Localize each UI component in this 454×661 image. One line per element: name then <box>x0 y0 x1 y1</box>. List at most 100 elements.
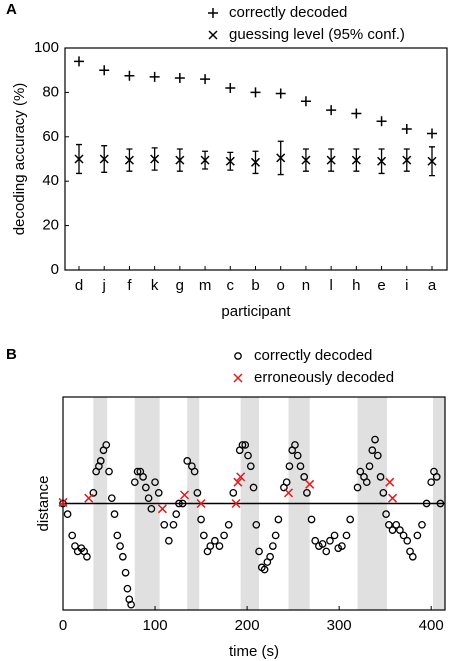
data-point <box>165 536 173 545</box>
data-point <box>149 71 160 82</box>
data-point <box>249 483 258 492</box>
panel-label: A <box>6 1 17 18</box>
data-point <box>63 510 72 519</box>
x-tick-label: 400 <box>419 617 444 634</box>
data-point <box>427 478 436 487</box>
data-point <box>139 473 147 481</box>
x-tick-label: n <box>302 277 310 294</box>
data-point <box>293 451 302 460</box>
data-point <box>388 526 397 534</box>
data-point <box>307 515 316 524</box>
data-point <box>190 467 199 476</box>
x-tick-label: g <box>176 277 184 294</box>
data-point <box>150 154 160 164</box>
data-point <box>127 600 135 609</box>
data-point <box>353 483 362 492</box>
data-point <box>196 498 206 509</box>
data-point <box>99 65 110 76</box>
data-point <box>246 462 255 471</box>
data-point <box>178 499 187 508</box>
x-tick-label: 200 <box>235 617 260 634</box>
data-point <box>116 542 124 550</box>
data-point <box>160 520 169 529</box>
data-point <box>376 116 387 127</box>
data-point <box>356 467 365 476</box>
data-point <box>200 155 210 165</box>
data-point <box>285 462 294 471</box>
data-point <box>241 441 250 449</box>
x-tick-label: i <box>405 277 408 294</box>
data-point <box>305 479 315 489</box>
data-point <box>74 56 84 67</box>
x-tick-label: c <box>227 277 235 294</box>
data-point <box>379 488 388 497</box>
data-point <box>252 520 261 529</box>
data-point <box>236 472 246 482</box>
data-point <box>301 155 311 165</box>
y-axis-label: distance <box>35 476 52 532</box>
data-point <box>199 531 208 540</box>
data-point <box>422 499 431 508</box>
data-point <box>260 565 269 574</box>
data-point <box>130 478 139 487</box>
legend-label: correctly decoded <box>229 4 347 21</box>
x-axis-label: participant <box>221 303 291 320</box>
data-point <box>432 473 441 481</box>
x-tick-label: 0 <box>59 617 67 634</box>
data-point <box>318 540 327 548</box>
data-point <box>436 499 445 508</box>
data-point <box>215 542 224 550</box>
data-point <box>413 531 422 540</box>
x-tick-label: m <box>199 277 212 294</box>
x-tick-label: 100 <box>143 617 168 634</box>
x-tick-label: j <box>102 277 106 294</box>
data-point <box>151 478 159 487</box>
legend-marker <box>208 30 218 40</box>
data-point <box>172 510 181 519</box>
y-tick-label: 0 <box>51 261 59 278</box>
data-point <box>133 467 142 476</box>
data-point <box>418 520 426 529</box>
data-point <box>326 105 337 116</box>
data-point <box>326 155 336 165</box>
y-tick-label: 20 <box>42 217 59 234</box>
data-point <box>193 488 202 497</box>
data-point <box>107 494 116 503</box>
data-point <box>362 478 371 487</box>
data-point <box>229 488 238 497</box>
data-point <box>83 552 91 561</box>
data-point <box>368 446 377 455</box>
data-point <box>266 552 274 561</box>
data-point <box>238 441 247 449</box>
data-point <box>68 531 77 540</box>
x-tick-label: a <box>428 277 437 294</box>
data-point <box>102 441 111 449</box>
data-point <box>283 488 294 498</box>
data-point <box>408 552 417 561</box>
y-tick-label: 100 <box>34 39 59 56</box>
data-point <box>342 531 351 540</box>
data-point <box>365 462 374 471</box>
legend-label: guessing level (95% conf.) <box>229 26 405 43</box>
x-tick-label: d <box>75 277 83 294</box>
data-point <box>141 483 150 492</box>
data-point <box>338 542 346 550</box>
y-tick-label: 60 <box>42 128 59 145</box>
data-point <box>233 477 243 487</box>
data-point <box>84 493 94 503</box>
data-point <box>225 156 235 166</box>
data-point <box>74 154 84 164</box>
data-point <box>427 156 437 166</box>
data-point <box>206 542 215 550</box>
data-point <box>326 536 334 545</box>
data-point <box>225 82 236 93</box>
data-point <box>330 531 339 540</box>
data-point <box>275 88 286 99</box>
data-point <box>110 510 119 519</box>
data-point <box>276 153 286 163</box>
x-tick-label: f <box>127 277 132 294</box>
data-point <box>291 441 299 449</box>
data-point <box>403 536 412 545</box>
data-point <box>311 536 320 545</box>
data-point <box>401 124 412 135</box>
